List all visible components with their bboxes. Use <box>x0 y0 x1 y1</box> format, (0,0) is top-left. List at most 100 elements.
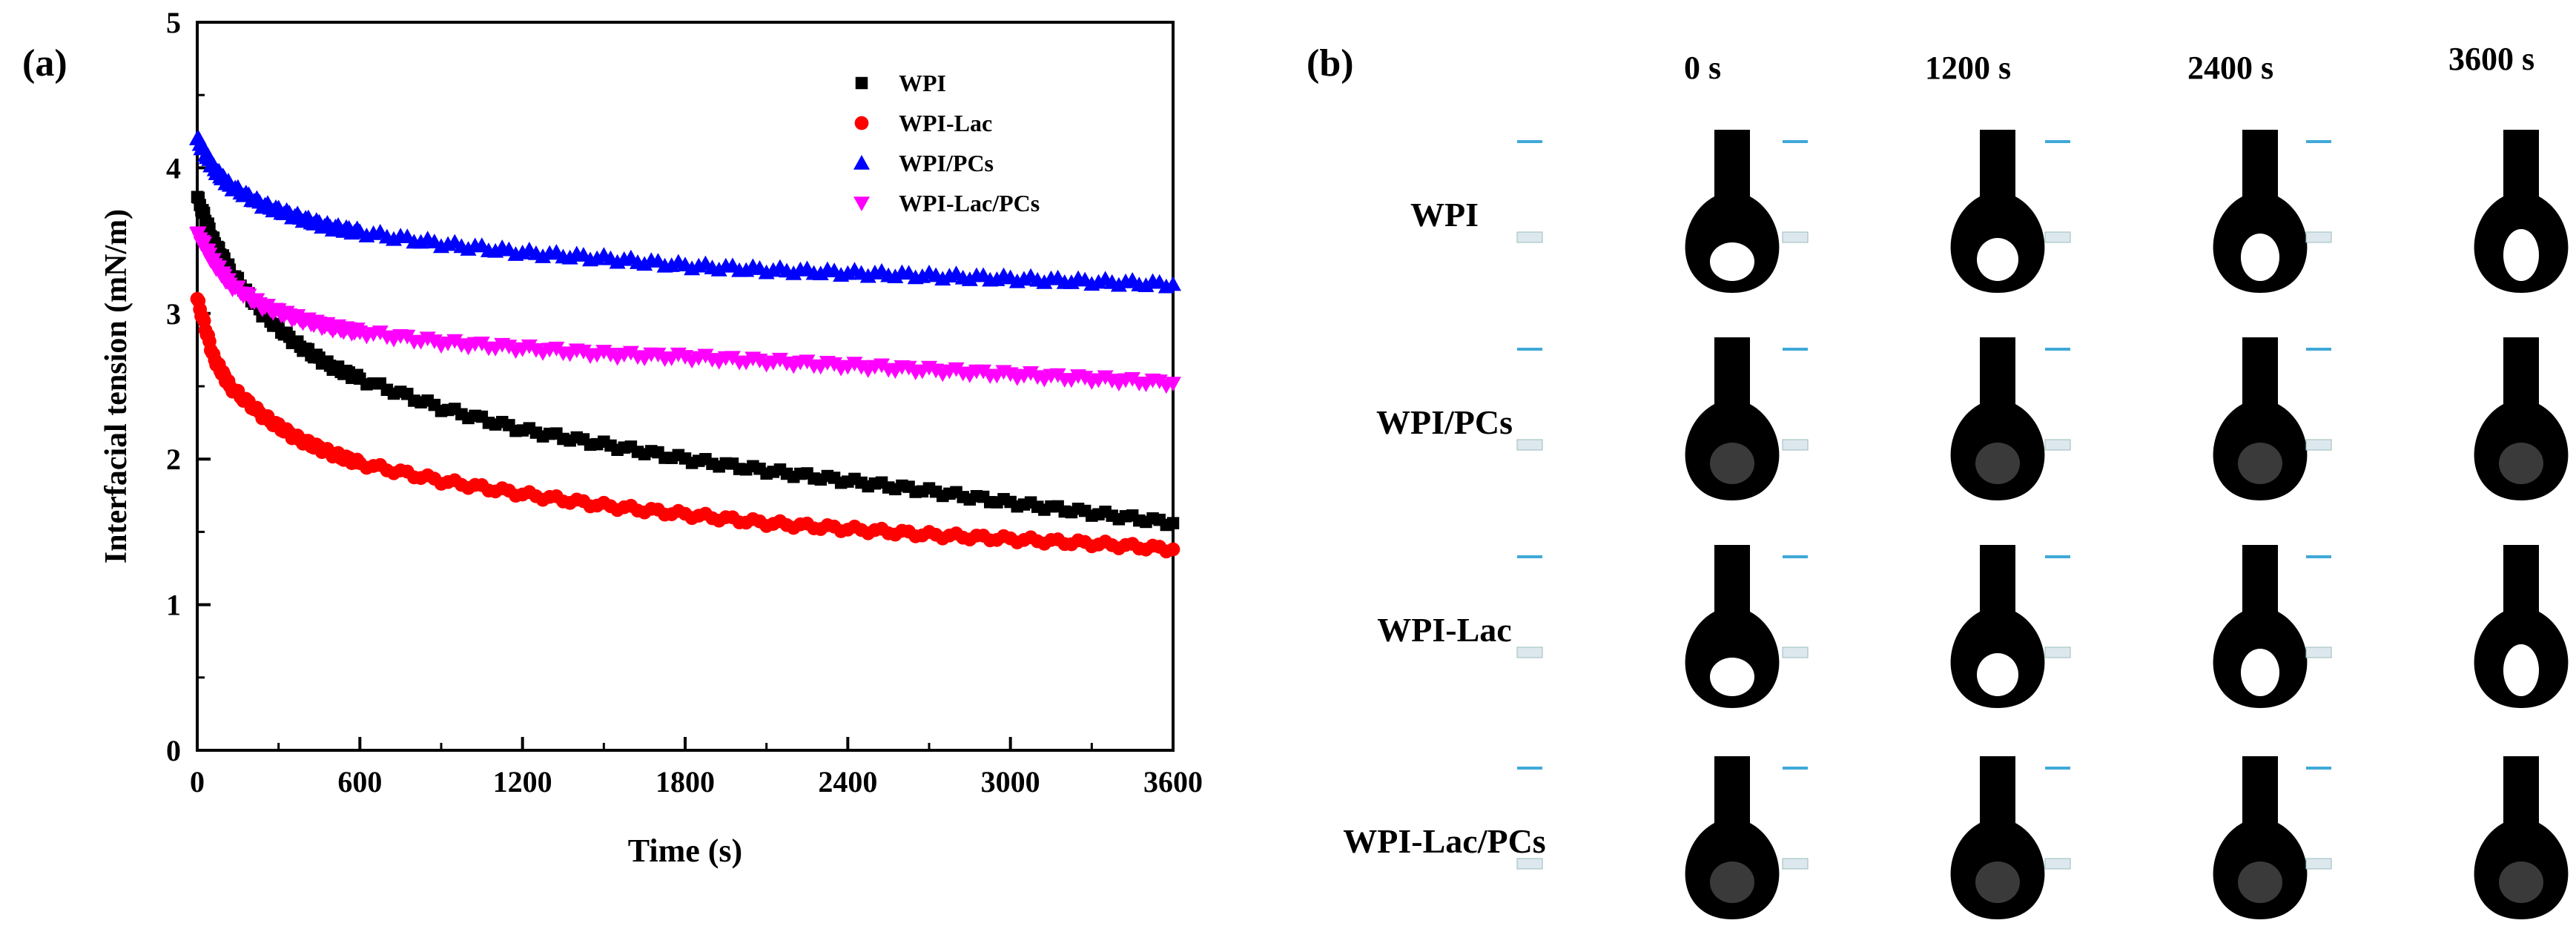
drop-core <box>2503 229 2539 281</box>
drop-core <box>2499 861 2543 903</box>
scale-bar <box>2305 231 2332 243</box>
data-point <box>988 271 1005 286</box>
drop-core <box>2503 644 2539 696</box>
data-point <box>1077 371 1094 386</box>
drop-core <box>2238 861 2282 903</box>
legend: WPI WPI-Lac WPI/PCs WPI-Lac/PCs <box>853 70 1040 216</box>
drop-core <box>1710 443 1754 484</box>
x-tick-label: 3600 <box>1143 765 1203 798</box>
x-tick-label: 2400 <box>818 765 877 798</box>
data-point <box>961 271 978 286</box>
data-point <box>771 352 788 368</box>
drop-core <box>1710 242 1754 281</box>
data-point <box>501 340 518 355</box>
time-label: 3600 s <box>2448 41 2534 77</box>
x-tick-label: 0 <box>190 765 205 798</box>
row-label: WPI-Lac/PCs <box>1343 822 1545 860</box>
data-point <box>724 351 741 366</box>
drop-core <box>2499 443 2543 484</box>
pendant-drop <box>1516 337 1780 500</box>
scale-bar <box>1516 231 1543 243</box>
scale-bar <box>1516 439 1543 451</box>
scale-bar <box>2305 439 2332 451</box>
y-axis-ticks: 0 1 2 3 4 5 <box>166 6 211 767</box>
data-series <box>189 130 1181 559</box>
legend-marker <box>854 116 869 130</box>
pendant-drop <box>1782 545 2045 708</box>
data-point <box>575 344 592 360</box>
pendant-drop <box>1516 130 1780 293</box>
scale-bar <box>2305 858 2332 870</box>
data-point <box>1049 368 1066 383</box>
pendant-drop <box>2044 756 2308 919</box>
legend-label: WPI-Lac <box>899 110 992 136</box>
scale-bar <box>2044 439 2071 451</box>
data-point <box>650 348 667 363</box>
time-label: 2400 s <box>2187 50 2273 86</box>
data-point <box>636 256 653 271</box>
data-point <box>371 325 389 340</box>
series-wpi-pcs <box>189 130 1181 294</box>
pendant-drop <box>2305 337 2569 500</box>
row-label: WPI-Lac <box>1377 611 1511 649</box>
x-axis-ticks: 0 600 1200 1800 2400 3000 3600 <box>190 737 1203 798</box>
legend-marker <box>853 196 870 211</box>
pendant-drop <box>1782 130 2045 293</box>
plot-frame <box>196 21 1175 752</box>
data-point <box>351 325 369 340</box>
drop-core <box>1975 861 2020 903</box>
series-wpi <box>191 191 1180 532</box>
data-point <box>1036 274 1053 289</box>
pendant-drop <box>2305 756 2569 919</box>
y-tick-label: 5 <box>166 6 181 39</box>
pendant-drop <box>1516 545 1780 708</box>
scale-bar <box>2044 646 2071 658</box>
data-point <box>1151 374 1168 389</box>
drop-core <box>1977 238 2018 281</box>
scale-bar <box>1782 858 1809 870</box>
pendant-drop <box>1782 756 2045 919</box>
y-tick-label: 0 <box>166 734 181 767</box>
x-tick-label: 1200 <box>493 765 552 798</box>
y-tick-label: 4 <box>166 151 181 185</box>
data-point <box>1165 276 1181 291</box>
data-point <box>975 364 992 380</box>
drop-core <box>1710 861 1754 903</box>
data-point <box>751 353 768 368</box>
scale-bar <box>2044 231 2071 243</box>
pendant-drop <box>2044 337 2308 500</box>
time-label: 0 s <box>1684 50 1721 86</box>
x-tick-label: 600 <box>337 765 382 798</box>
data-point <box>873 358 891 374</box>
pendant-drop <box>2044 545 2308 708</box>
row-label: WPI/PCs <box>1376 403 1513 441</box>
data-point <box>1063 274 1080 289</box>
pendant-drop <box>2044 130 2308 293</box>
data-point <box>1002 367 1019 383</box>
data-point <box>1165 377 1181 392</box>
scale-bar <box>2044 858 2071 870</box>
scale-bar <box>1516 646 1543 658</box>
drop-core <box>2241 234 2279 281</box>
pendant-drop-panel: 0 s 1200 s 2400 s 3600 s WPI WPI/PCs WPI-Lac WP… <box>1343 41 2569 919</box>
data-point <box>1137 277 1155 292</box>
pendant-drop <box>1782 337 2045 500</box>
data-point <box>914 268 931 283</box>
data-point <box>622 345 639 361</box>
data-point <box>521 339 538 354</box>
drop-core <box>1977 653 2018 696</box>
legend-marker <box>853 155 870 170</box>
data-point <box>426 334 443 349</box>
scale-bar <box>1782 646 1809 658</box>
data-point <box>697 348 714 364</box>
data-point <box>446 334 463 349</box>
legend-label: WPI/PCs <box>899 150 994 176</box>
x-axis-label: Time (s) <box>628 833 742 869</box>
pendant-drop <box>2305 545 2569 708</box>
scale-bar <box>1516 858 1543 870</box>
x-tick-label: 3000 <box>981 765 1040 798</box>
data-point <box>561 249 578 265</box>
data-point <box>1166 517 1180 529</box>
scale-bar <box>2305 646 2332 658</box>
